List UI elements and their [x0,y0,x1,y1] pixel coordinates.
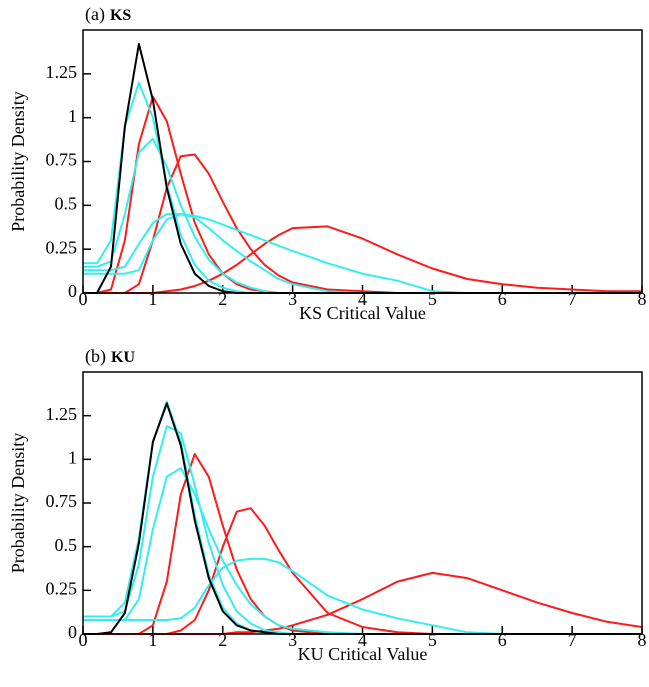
panel-label: (a) [85,4,105,25]
title: KS [110,7,131,24]
x-tick-label: 0 [79,630,88,650]
series-line [83,453,642,635]
title: KU [111,349,135,366]
panel-title: (a) KS [85,4,131,25]
panel-title: (b) KU [85,346,135,367]
x-tick-label: 7 [568,289,577,309]
y-tick-label: 1 [68,447,77,467]
x-tick-label: 7 [568,630,577,650]
plot-frame [82,29,643,294]
x-tick-label: 1 [148,630,157,650]
x-tick-label: 3 [288,289,297,309]
x-tick-label: 1 [148,289,157,309]
series-line [83,213,642,294]
y-tick-label: 0 [68,281,77,301]
y-tick-label: 0.75 [46,150,78,170]
y-tick-label: 1.25 [46,62,78,82]
panel: (a) KS KS Critical Value Probability Densit… [8,4,646,323]
x-tick-label: 4 [358,630,367,650]
x-tick-label: 2 [218,630,227,650]
x-axis-label: KU Critical Value [298,644,428,664]
x-tick-label: 6 [498,289,507,309]
x-tick-label: 6 [498,630,507,650]
series-line [83,95,642,294]
y-axis-label: Probability Density [8,433,28,574]
series-line [83,425,642,635]
series-line [83,557,642,635]
y-tick-label: 1 [68,106,77,126]
series-line [83,137,642,294]
x-tick-label: 4 [358,289,367,309]
y-tick-label: 0.25 [46,578,78,598]
y-tick-label: 0.25 [46,237,78,257]
y-axis-label: Probability Density [8,91,28,232]
y-tick-label: 0.75 [46,491,78,511]
series-line [83,507,642,635]
x-tick-label: 5 [428,630,437,650]
x-tick-label: 8 [638,289,647,309]
y-tick-label: 0.5 [55,535,78,555]
panel: (b) KU KU Critical Value Probability Densit… [8,346,646,664]
y-tick-label: 0 [68,622,77,642]
series-line [83,153,642,294]
x-tick-label: 2 [218,289,227,309]
x-tick-label: 5 [428,289,437,309]
y-tick-label: 1.25 [46,404,78,424]
plot-frame [82,371,643,635]
series-line [83,225,642,294]
y-tick-label: 0.5 [55,193,78,213]
x-tick-label: 8 [638,630,647,650]
series-line [83,213,642,294]
x-tick-label: 3 [288,630,297,650]
x-axis-label: KS Critical Value [299,303,426,323]
panel-label: (b) [85,346,106,367]
x-tick-label: 0 [79,289,88,309]
